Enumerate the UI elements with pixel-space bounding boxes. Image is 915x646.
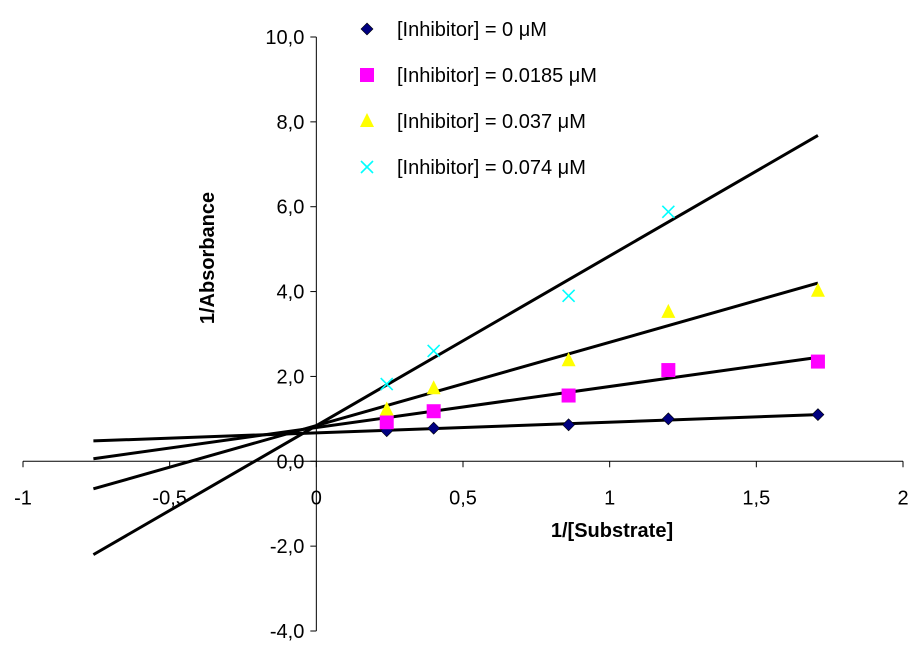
legend-label: [Inhibitor] = 0.0185 μM: [397, 65, 597, 87]
x-axis-title: 1/[Substrate]: [551, 520, 673, 542]
data-point: [661, 363, 676, 378]
y-tick-label: 4,0: [277, 282, 305, 304]
data-point: [379, 401, 394, 416]
x-ticks: -1 -0,5 0 0,5 1 1,5 2: [14, 461, 909, 509]
data-point: [426, 380, 441, 395]
data-point: [427, 421, 441, 435]
y-tick-label: 6,0: [277, 197, 305, 219]
x-tick-label: -0,5: [152, 487, 186, 509]
data-point: [561, 352, 576, 367]
legend-label: [Inhibitor] = 0.074 μM: [397, 157, 586, 179]
trendline: [93, 355, 819, 461]
trendlines: [92, 134, 819, 556]
data-point: [810, 282, 825, 297]
data-points: [379, 205, 825, 438]
y-axis-title: 1/Absorbance: [197, 192, 219, 324]
trendline: [93, 413, 818, 443]
y-tick-label: 2,0: [277, 366, 305, 388]
data-point: [426, 404, 441, 419]
legend-marker: [360, 68, 374, 82]
legend-item: [Inhibitor] = 0.0185 μM: [360, 65, 597, 87]
data-point: [661, 205, 675, 219]
legend-item: [Inhibitor] = 0.074 μM: [360, 157, 586, 179]
data-point: [379, 415, 394, 430]
trendline: [92, 281, 819, 491]
y-tick-label: 10,0: [265, 27, 304, 49]
axes: -1 -0,5 0 0,5 1 1,5 2 -4,0 -2,0 0,0 2,0 4,0 6,0 8,0 1…: [14, 27, 908, 643]
x-tick-label: -1: [14, 487, 32, 509]
x-tick-label: 0,5: [449, 487, 477, 509]
legend-item: [Inhibitor] = 0 μM: [360, 19, 547, 41]
trendline: [92, 134, 819, 556]
legend-label: [Inhibitor] = 0 μM: [397, 19, 547, 41]
data-point: [811, 408, 825, 422]
data-point: [427, 344, 441, 358]
data-point: [562, 289, 576, 303]
y-ticks: -4,0 -2,0 0,0 2,0 4,0 6,0 8,0 10,0: [265, 27, 317, 643]
data-point: [562, 418, 576, 432]
data-point: [810, 354, 825, 369]
x-tick-label: 0: [311, 487, 322, 509]
legend-marker: [360, 160, 374, 174]
data-point: [661, 412, 675, 426]
legend-item: [Inhibitor] = 0.037 μM: [360, 111, 586, 133]
data-point: [661, 303, 676, 318]
y-tick-label: -2,0: [270, 536, 304, 558]
y-tick-label: 8,0: [277, 112, 305, 134]
legend-marker: [360, 113, 374, 127]
y-tick-label: 0,0: [277, 451, 305, 473]
legend-marker: [360, 22, 374, 36]
x-tick-label: 2: [897, 487, 908, 509]
x-tick-label: 1: [604, 487, 615, 509]
x-tick-label: 1,5: [742, 487, 770, 509]
legend-label: [Inhibitor] = 0.037 μM: [397, 111, 586, 133]
y-tick-label: -4,0: [270, 621, 304, 643]
data-point: [380, 377, 394, 391]
data-point: [561, 388, 576, 403]
legend: [Inhibitor] = 0 μM [Inhibitor] = 0.0185 μ…: [360, 19, 597, 179]
